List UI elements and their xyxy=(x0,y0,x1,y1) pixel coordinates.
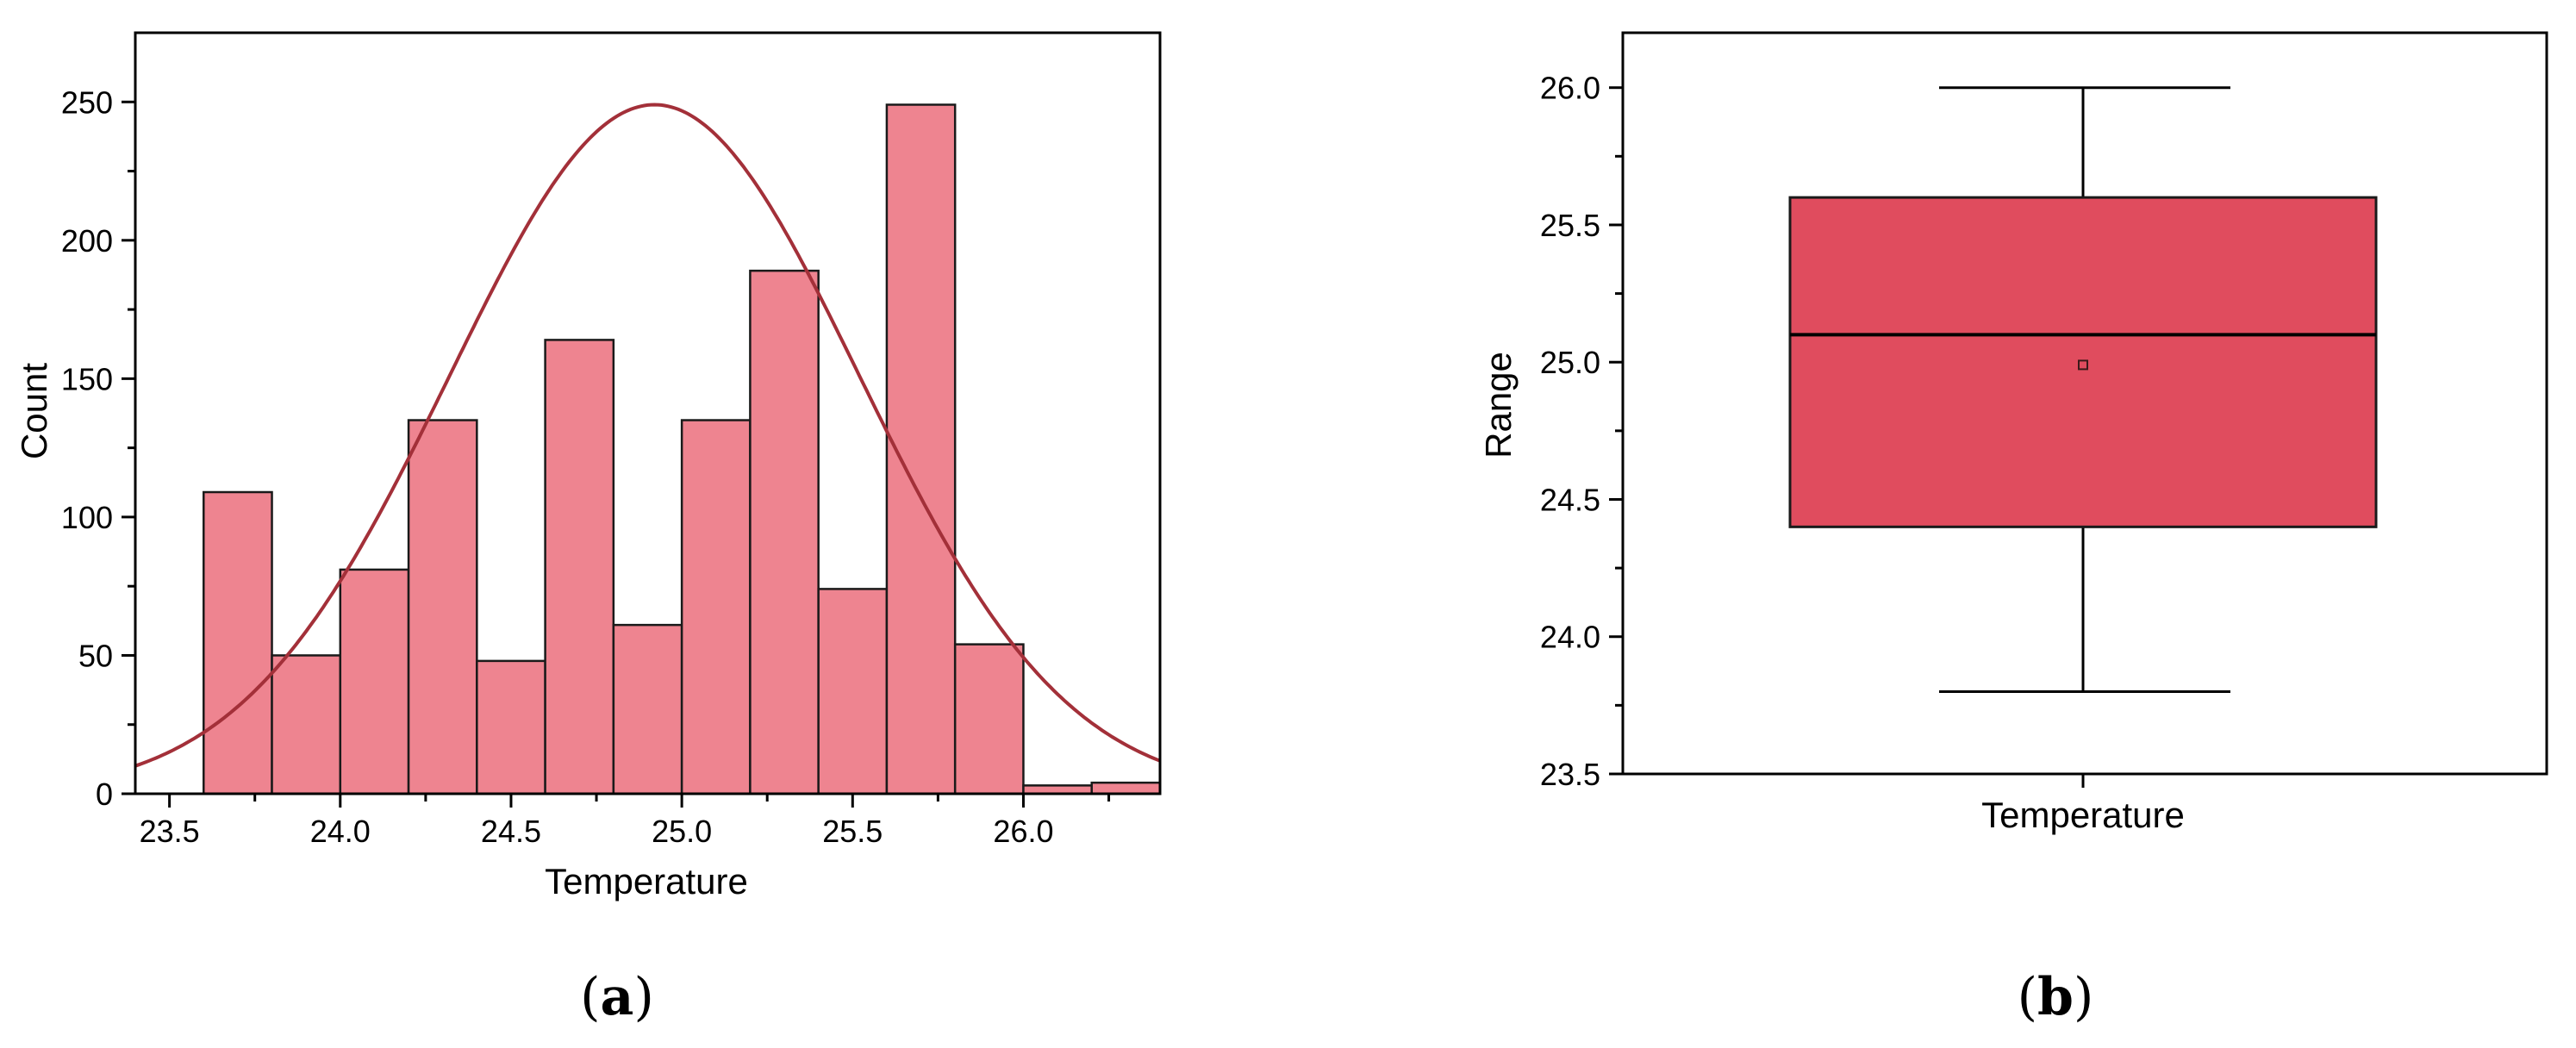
boxplot-plot-frame xyxy=(1621,31,2548,776)
boxplot-y-tick-label: 25.5 xyxy=(1540,208,1600,243)
histogram-bar-9 xyxy=(749,269,820,795)
histogram-bar-6 xyxy=(544,339,615,795)
panel-b-close-paren: ) xyxy=(2074,967,2093,1027)
mean-marker xyxy=(2078,359,2088,371)
histogram-y-axis: 0 50 100 150 200 250 xyxy=(61,84,135,812)
histogram-bar-11 xyxy=(885,103,957,795)
histogram-bar-2 xyxy=(271,654,342,795)
histogram-y-tick-label: 50 xyxy=(78,638,113,673)
histogram-bar-12 xyxy=(953,643,1025,795)
histogram-bar-7 xyxy=(612,623,683,795)
histogram-bar-8 xyxy=(680,419,752,795)
histogram-x-tick-label: 24.0 xyxy=(310,814,371,849)
histogram-x-tick-label: 25.0 xyxy=(652,814,712,849)
histogram-x-tick-label: 24.5 xyxy=(481,814,541,849)
histogram-bar-3 xyxy=(339,568,410,795)
histogram-bar-10 xyxy=(817,588,889,795)
histogram-x-axis: 23.5 24.0 24.5 25.0 25.5 26.0 xyxy=(140,794,1111,849)
boxplot-y-tick-label: 24.0 xyxy=(1540,620,1600,655)
boxplot-y-tick-label: 24.5 xyxy=(1540,482,1600,517)
interquartile-box xyxy=(1788,196,2378,528)
histogram-x-tick-label: 25.5 xyxy=(822,814,883,849)
panel-b-open-paren: ( xyxy=(2018,967,2037,1027)
normal-fit-curve xyxy=(134,103,1161,768)
histogram-panel: 0 50 100 150 200 250 23.5 24.0 24.5 25.0 25.5 26.0… xyxy=(14,31,1162,1027)
panel-a-open-paren: ( xyxy=(580,967,600,1027)
histogram-bar-5 xyxy=(476,659,546,795)
histogram-y-tick-label: 150 xyxy=(61,361,113,396)
histogram-bars xyxy=(203,103,1162,795)
boxplot-category-label: Temperature xyxy=(1981,795,2185,835)
boxplot-y-tick-label: 23.5 xyxy=(1540,757,1600,792)
histogram-bar-1 xyxy=(203,490,273,795)
histogram-bar-14 xyxy=(1090,781,1162,795)
panel-b-letter: b xyxy=(2037,967,2074,1027)
panel-label-a: (a) xyxy=(580,967,654,1027)
boxplot-y-axis: 23.5 24.0 24.5 25.0 25.5 26.0 xyxy=(1540,71,1623,792)
histogram-x-tick-label: 23.5 xyxy=(140,814,200,849)
panel-a-close-paren: ) xyxy=(633,967,653,1027)
histogram-x-tick-label: 26.0 xyxy=(993,814,1053,849)
panel-label-b: (b) xyxy=(2018,967,2094,1027)
histogram-y-tick-label: 200 xyxy=(61,223,113,259)
histogram-plot-frame xyxy=(134,31,1162,795)
boxplot-y-tick-label: 25.0 xyxy=(1540,345,1600,380)
histogram-y-tick-label: 250 xyxy=(61,84,113,120)
boxplot-marks xyxy=(1788,86,2378,693)
histogram-y-axis-title: Count xyxy=(14,363,54,459)
histogram-bar-4 xyxy=(407,419,478,795)
boxplot-y-axis-title: Range xyxy=(1478,352,1519,458)
boxplot-panel: 23.5 24.0 24.5 25.0 25.5 26.0 Temperature Ran… xyxy=(1478,31,2548,1027)
histogram-y-tick-label: 100 xyxy=(61,500,113,535)
histogram-x-axis-title: Temperature xyxy=(545,861,748,901)
boxplot-y-tick-label: 26.0 xyxy=(1540,71,1600,106)
panel-a-letter: a xyxy=(601,967,634,1027)
histogram-y-tick-label: 0 xyxy=(96,777,113,812)
